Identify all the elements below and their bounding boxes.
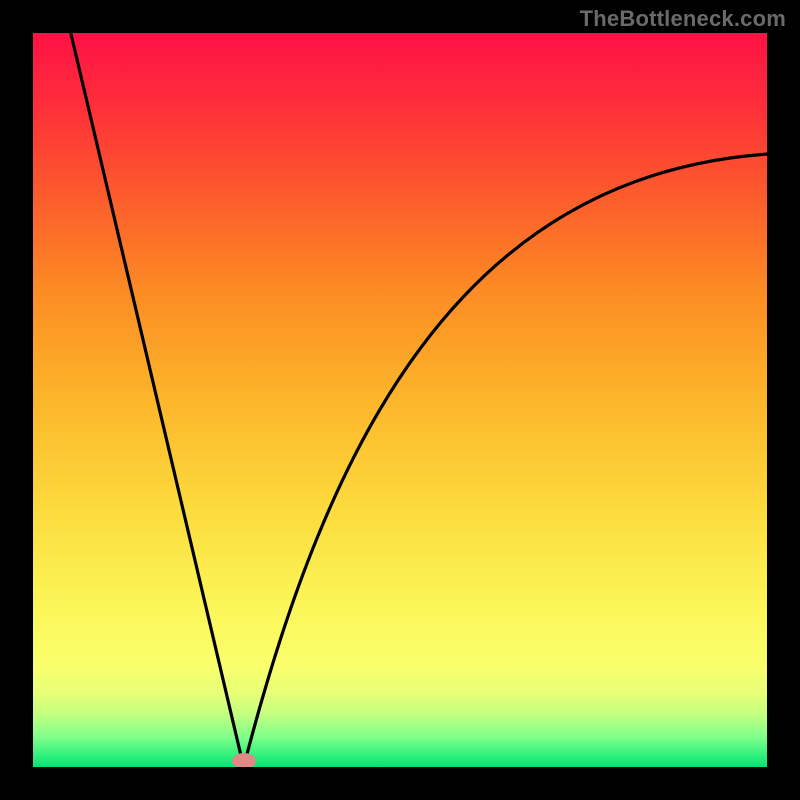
plot-area	[33, 33, 767, 767]
watermark-text: TheBottleneck.com	[580, 6, 786, 32]
chart-frame: TheBottleneck.com	[0, 0, 800, 800]
minimum-marker	[232, 753, 256, 767]
bottleneck-curve	[33, 33, 767, 767]
curve-path	[59, 33, 767, 767]
